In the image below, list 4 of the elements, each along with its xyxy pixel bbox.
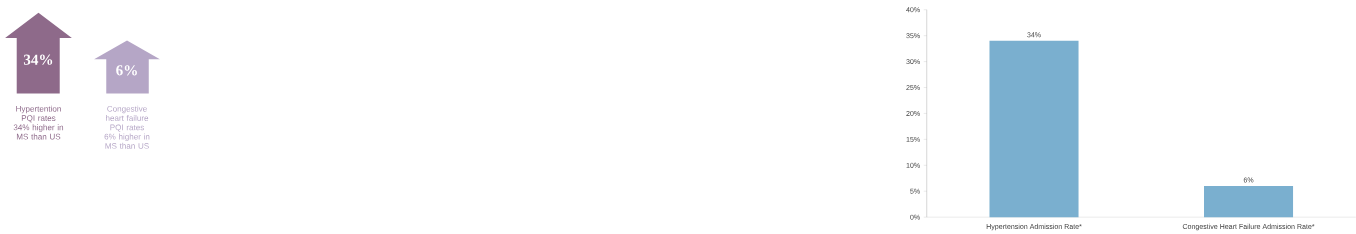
text: Congestive heart failure PQI rates 6% higher in MS than US bbox=[104, 105, 150, 149]
text: Hypertention PQI rates 34% higher in MS than US bbox=[13, 105, 64, 140]
text: 34% bbox=[23, 54, 53, 65]
text: 6% bbox=[116, 65, 137, 76]
